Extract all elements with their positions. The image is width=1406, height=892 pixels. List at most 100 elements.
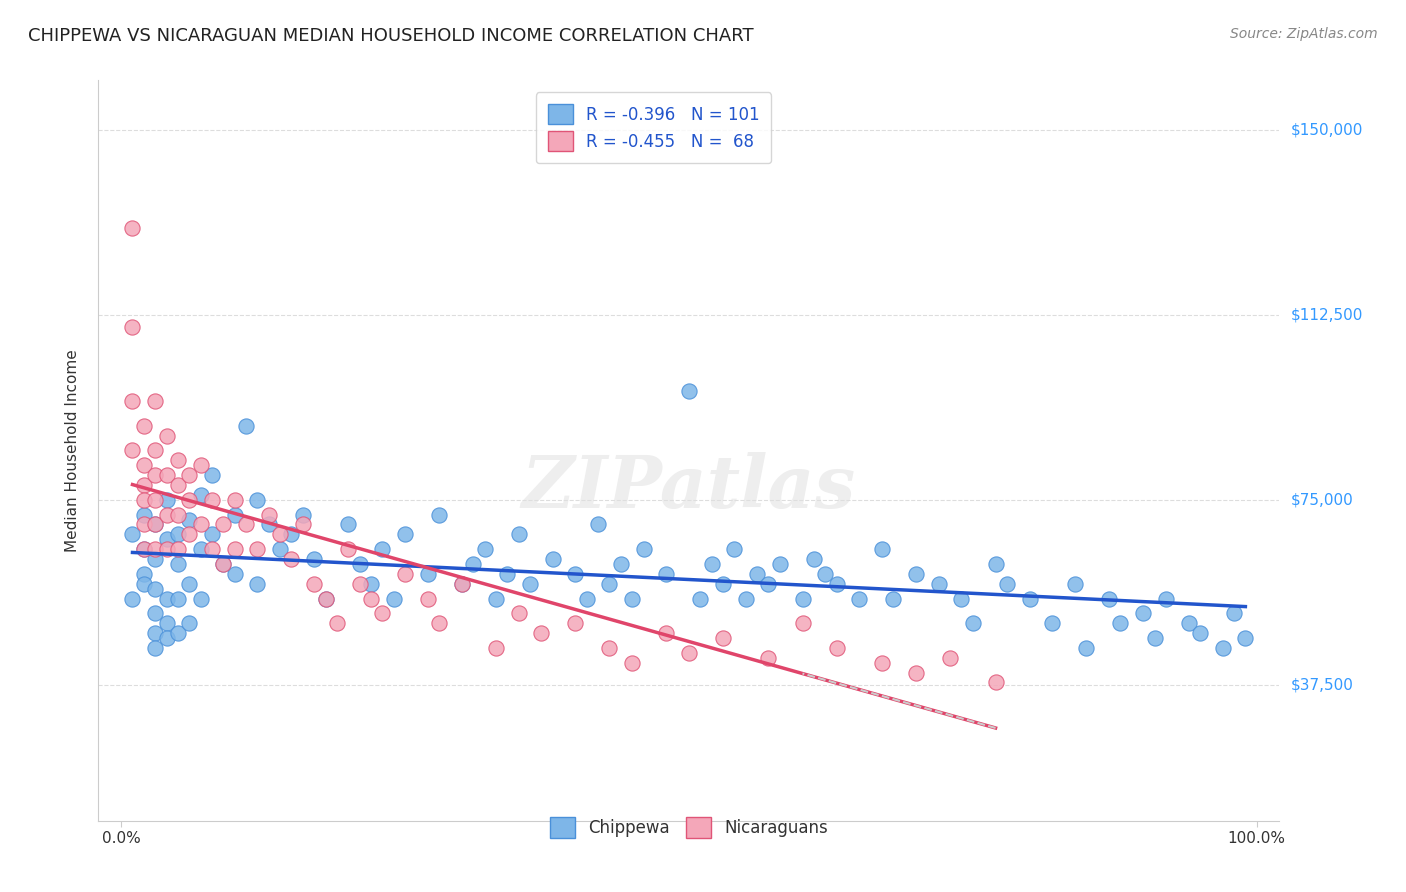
- Point: [190, 591, 212, 606]
- Point: [371, 607, 394, 621]
- Point: [167, 626, 190, 640]
- Point: [349, 576, 371, 591]
- Point: [564, 566, 586, 581]
- Point: [121, 443, 143, 458]
- Point: [155, 616, 177, 631]
- Point: [655, 566, 678, 581]
- Point: [394, 527, 416, 541]
- Point: [224, 542, 246, 557]
- Point: [485, 640, 508, 655]
- Point: [143, 443, 166, 458]
- Point: [132, 542, 155, 557]
- Point: [1132, 607, 1154, 621]
- Point: [734, 591, 756, 606]
- Point: [132, 576, 155, 591]
- Point: [984, 675, 1007, 690]
- Point: [711, 576, 734, 591]
- Point: [610, 557, 633, 571]
- Point: [792, 616, 814, 631]
- Point: [235, 517, 257, 532]
- Point: [598, 640, 620, 655]
- Point: [394, 566, 416, 581]
- Point: [143, 492, 166, 507]
- Point: [167, 542, 190, 557]
- Point: [928, 576, 950, 591]
- Point: [416, 591, 439, 606]
- Point: [586, 517, 609, 532]
- Point: [121, 527, 143, 541]
- Point: [416, 566, 439, 581]
- Point: [939, 650, 962, 665]
- Point: [508, 607, 530, 621]
- Point: [530, 626, 553, 640]
- Text: $75,000: $75,000: [1291, 492, 1354, 508]
- Point: [769, 557, 792, 571]
- Point: [450, 576, 472, 591]
- Point: [326, 616, 349, 631]
- Point: [564, 616, 586, 631]
- Point: [155, 492, 177, 507]
- Point: [496, 566, 519, 581]
- Point: [711, 631, 734, 645]
- Point: [212, 557, 235, 571]
- Point: [349, 557, 371, 571]
- Point: [143, 640, 166, 655]
- Point: [143, 542, 166, 557]
- Point: [224, 566, 246, 581]
- Point: [700, 557, 723, 571]
- Text: Source: ZipAtlas.com: Source: ZipAtlas.com: [1230, 27, 1378, 41]
- Point: [190, 458, 212, 473]
- Point: [167, 453, 190, 467]
- Point: [621, 591, 644, 606]
- Point: [689, 591, 711, 606]
- Point: [201, 468, 224, 483]
- Point: [882, 591, 904, 606]
- Point: [246, 542, 269, 557]
- Point: [143, 582, 166, 596]
- Point: [257, 508, 280, 522]
- Point: [121, 221, 143, 235]
- Point: [427, 616, 450, 631]
- Point: [360, 591, 382, 606]
- Point: [633, 542, 655, 557]
- Y-axis label: Median Household Income: Median Household Income: [65, 349, 80, 552]
- Point: [1040, 616, 1063, 631]
- Point: [825, 640, 848, 655]
- Point: [1234, 631, 1257, 645]
- Point: [121, 394, 143, 409]
- Point: [1188, 626, 1211, 640]
- Point: [792, 591, 814, 606]
- Point: [167, 557, 190, 571]
- Point: [155, 468, 177, 483]
- Point: [155, 508, 177, 522]
- Point: [143, 394, 166, 409]
- Point: [678, 646, 700, 660]
- Point: [1223, 607, 1246, 621]
- Point: [179, 616, 201, 631]
- Point: [1064, 576, 1087, 591]
- Point: [179, 576, 201, 591]
- Point: [167, 527, 190, 541]
- Point: [143, 468, 166, 483]
- Point: [302, 552, 325, 566]
- Point: [1109, 616, 1132, 631]
- Legend: Chippewa, Nicaraguans: Chippewa, Nicaraguans: [538, 805, 839, 849]
- Point: [246, 492, 269, 507]
- Point: [485, 591, 508, 606]
- Point: [132, 508, 155, 522]
- Point: [224, 492, 246, 507]
- Point: [541, 552, 564, 566]
- Text: $112,500: $112,500: [1291, 307, 1362, 322]
- Point: [1098, 591, 1121, 606]
- Point: [1212, 640, 1234, 655]
- Point: [132, 478, 155, 492]
- Text: ZIPatlas: ZIPatlas: [522, 452, 856, 523]
- Point: [508, 527, 530, 541]
- Point: [132, 492, 155, 507]
- Point: [132, 542, 155, 557]
- Point: [427, 508, 450, 522]
- Point: [155, 533, 177, 547]
- Point: [179, 468, 201, 483]
- Point: [1177, 616, 1199, 631]
- Point: [132, 418, 155, 433]
